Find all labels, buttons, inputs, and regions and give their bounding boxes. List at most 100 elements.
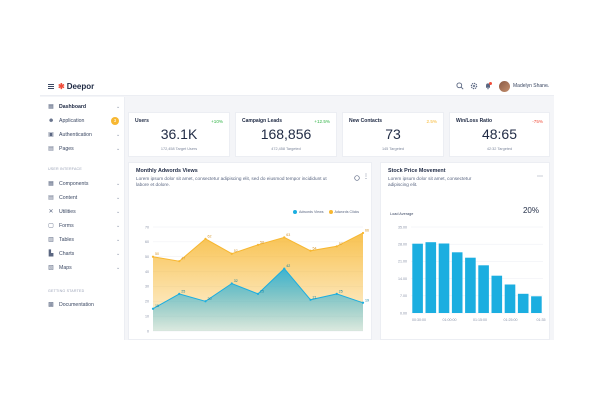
sidebar-item-documentation[interactable]: ▩ Documentation: [40, 299, 125, 311]
stat-change: 2.5%: [426, 119, 437, 124]
more-vertical-icon[interactable]: ⋮: [363, 174, 369, 180]
load-average-value: 20%: [522, 206, 539, 215]
data-label: 57: [339, 242, 343, 246]
stat-value: 168,856: [260, 126, 312, 142]
table-icon: ▥: [48, 237, 54, 243]
y-tick-label: 70: [145, 225, 149, 229]
gear-icon[interactable]: [469, 82, 479, 92]
data-label: 15: [155, 304, 159, 308]
more-horizontal-icon[interactable]: ⋯: [537, 174, 543, 180]
data-label: 52: [234, 249, 238, 253]
data-label: 25: [260, 289, 264, 293]
refresh-icon[interactable]: [354, 175, 360, 183]
chevron-down-icon: ⌄: [116, 209, 121, 215]
data-point: [283, 267, 286, 270]
data-point: [256, 292, 260, 295]
sidebar-item-tables[interactable]: ▥ Tables ⌄: [40, 234, 125, 246]
bar: [438, 243, 450, 313]
data-label: 63: [286, 233, 290, 237]
sidebar-item-dashboard[interactable]: ▦ Dashboard ⌄: [40, 101, 125, 113]
data-point: [335, 245, 338, 248]
stat-value: 36.1K: [160, 126, 198, 142]
stock-panel: Stock Price Movement ⋯ Lorem ipsum dolor…: [380, 162, 550, 340]
stat-title: Users: [135, 118, 149, 124]
grid-icon: ▦: [48, 181, 54, 187]
y-tick-label: 7.00: [400, 294, 407, 298]
data-label: 54: [313, 246, 317, 250]
file-icon: ▤: [48, 195, 54, 201]
panel-description: Lorem ipsum dolor sit amet, consectetur …: [388, 176, 472, 187]
book-icon: ▩: [48, 302, 54, 308]
lock-icon: ▣: [48, 132, 54, 138]
sidebar-item-label: Charts: [59, 251, 75, 257]
sidebar-item-charts[interactable]: ▙ Charts ⌄: [40, 248, 125, 260]
data-point: [151, 255, 155, 258]
data-label: 25: [339, 289, 343, 293]
y-tick-label: 14.00: [398, 277, 407, 281]
app-logo[interactable]: ✱ Deepor: [58, 82, 94, 91]
chevron-down-icon[interactable]: ⌄: [546, 83, 551, 89]
search-icon[interactable]: [455, 82, 465, 92]
data-label: 62: [208, 234, 212, 238]
data-label: 20: [208, 297, 212, 301]
legend-label: Adwords Views: [299, 210, 324, 214]
stat-change: -75%: [532, 119, 543, 124]
map-icon: ▧: [48, 265, 54, 271]
data-point: [309, 249, 312, 252]
data-label: 32: [234, 279, 238, 283]
data-label: 50: [155, 252, 159, 256]
sidebar-item-content[interactable]: ▤ Content ⌄: [40, 192, 125, 204]
bar: [412, 243, 423, 313]
data-label: 25: [181, 289, 185, 293]
sidebar-item-label: Maps: [59, 265, 72, 271]
stat-card-new-contacts: New Contacts 2.5% 73 145 Targeted: [342, 112, 444, 157]
section-heading: GETTING STARTED: [48, 289, 85, 293]
user-name[interactable]: Madelyn Shane: [513, 83, 548, 89]
y-tick-label: 60: [145, 240, 149, 244]
grid-icon: ▦: [48, 104, 54, 110]
bar: [465, 257, 476, 313]
app-name: Deepor: [66, 82, 95, 91]
panel-description: Lorem ipsum dolor sit amet, consectetur …: [136, 176, 327, 187]
sidebar-item-label: Application: [59, 118, 85, 124]
stat-card-users: Users +10% 36.1K 172,458 Target Users: [128, 112, 230, 157]
sidebar-item-label: Utilities: [59, 209, 76, 215]
sidebar-item-utilities[interactable]: ✕ Utilities ⌄: [40, 206, 125, 218]
adwords-area-chart: 0 10 20 30 40 50 60 70 50 47 62 52 58 63 54 57 66 15 25 20 3…: [145, 225, 369, 333]
bar: [491, 275, 503, 313]
stat-change: +12.5%: [314, 119, 330, 124]
sidebar-item-label: Forms: [59, 223, 74, 229]
stat-subtext: 472,458 Targeted: [271, 147, 301, 151]
tools-icon: ✕: [48, 209, 54, 215]
avatar[interactable]: [499, 81, 510, 92]
data-label: 42: [286, 264, 290, 268]
x-tick-label: 01:35: [537, 318, 546, 322]
y-tick-label: 28.00: [398, 243, 407, 247]
bar: [478, 265, 489, 313]
menu-icon[interactable]: [48, 84, 54, 89]
sidebar-item-components[interactable]: ▦ Components ⌄: [40, 178, 125, 190]
data-point: [283, 236, 286, 239]
data-point: [361, 231, 365, 235]
y-tick-label: 50: [145, 255, 149, 259]
x-tick-label: 01:00:00: [443, 318, 457, 322]
sidebar-item-forms[interactable]: ▢ Forms ⌄: [40, 220, 125, 232]
sidebar-item-maps[interactable]: ▧ Maps ⌄: [40, 262, 125, 274]
chevron-down-icon: ⌄: [116, 181, 121, 187]
bar: [517, 293, 529, 313]
sidebar-item-pages[interactable]: ▤ Pages ⌄: [40, 143, 125, 155]
y-tick-label: 21.00: [398, 260, 407, 264]
dashboard-app: ✱ Deepor Madelyn Shane ⌄ ▦ Dashboard ⌄ ☻…: [40, 78, 554, 340]
sidebar-item-authentication[interactable]: ▣ Authentication ⌄: [40, 129, 125, 141]
sidebar-item-label: Components: [59, 181, 89, 187]
data-point: [335, 292, 338, 295]
file-icon: ▤: [48, 146, 54, 152]
form-icon: ▢: [48, 223, 54, 229]
stat-value: 48:65: [481, 126, 518, 142]
bell-icon[interactable]: [483, 82, 493, 92]
data-point: [309, 298, 312, 301]
sidebar-item-label: Documentation: [59, 302, 94, 308]
data-point: [256, 243, 260, 246]
stat-subtext: 172,458 Target Users: [160, 147, 198, 151]
sidebar-item-application[interactable]: ☻ Application 3: [40, 115, 125, 127]
